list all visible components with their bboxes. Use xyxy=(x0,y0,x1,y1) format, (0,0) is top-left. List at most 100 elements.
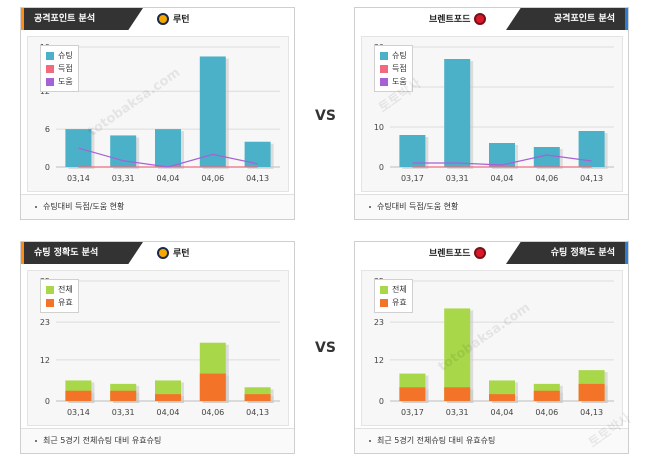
bar-전체 xyxy=(444,308,471,401)
team-badge-icon xyxy=(157,12,169,25)
legend-item: 전체 xyxy=(380,283,407,296)
bar-슈팅 xyxy=(399,135,426,167)
legend-item: 도움 xyxy=(46,75,73,88)
y-tick-label: 6 xyxy=(45,125,50,134)
legend-item: 슈팅 xyxy=(46,49,73,62)
bar-유효 xyxy=(399,387,426,401)
chart-caption: 슈팅대비 득점/도움 현황 xyxy=(355,194,628,219)
chart-caption: 최근 5경기 전체슈팅 대비 유효슈팅 xyxy=(355,428,628,453)
x-tick-label: 03,17 xyxy=(401,408,424,417)
accuracy-panel-luton: 슈팅 정확도 분석 루턴 012233503,1403,3104,0404,06… xyxy=(20,241,295,454)
panel-header: 공격포인트 분석 xyxy=(506,8,628,30)
chart-caption: 최근 5경기 전체슈팅 대비 유효슈팅 xyxy=(21,428,294,453)
x-tick-label: 04,06 xyxy=(201,408,224,417)
legend-item: 득점 xyxy=(46,62,73,75)
x-tick-label: 04,13 xyxy=(246,408,269,417)
team-name: 루턴 xyxy=(173,15,190,25)
team-name: 루턴 xyxy=(173,249,190,259)
vs-label-bottom: VS xyxy=(315,340,336,356)
bar-유효 xyxy=(489,394,515,401)
legend-item: 슈팅 xyxy=(380,49,407,62)
team-label: 브렌트포드 xyxy=(429,246,487,259)
team-badge-icon xyxy=(474,12,487,25)
x-tick-label: 03,31 xyxy=(112,174,135,183)
legend-swatch xyxy=(380,51,388,60)
y-tick-label: 0 xyxy=(379,397,384,406)
chart-caption: 슈팅대비 득점/도움 현황 xyxy=(21,194,294,219)
x-tick-label: 03,31 xyxy=(446,408,469,417)
legend-label: 득점 xyxy=(58,64,73,73)
x-tick-label: 04,06 xyxy=(535,174,558,183)
y-tick-label: 10 xyxy=(374,123,384,132)
bar-슈팅 xyxy=(533,147,560,167)
team-badge-icon xyxy=(474,246,487,259)
legend-label: 전체 xyxy=(58,285,73,294)
bar-유효 xyxy=(199,373,226,401)
bar-유효 xyxy=(533,390,560,401)
x-tick-label: 03,31 xyxy=(112,408,135,417)
bar-유효 xyxy=(444,387,471,401)
panel-header: 슈팅 정확도 분석 xyxy=(21,242,143,264)
line-도움 xyxy=(412,154,592,166)
bar-유효 xyxy=(155,394,181,401)
x-tick-label: 04,04 xyxy=(491,408,514,417)
vs-label-top: VS xyxy=(315,108,336,124)
y-tick-label: 0 xyxy=(45,397,50,406)
x-tick-label: 04,04 xyxy=(157,174,180,183)
bar-슈팅 xyxy=(578,131,605,167)
attack-panel-luton: 공격포인트 분석 루턴 06121903,1403,3104,0404,0604… xyxy=(20,7,295,220)
legend-swatch xyxy=(46,77,54,86)
team-label: 브렌트포드 xyxy=(429,12,487,25)
y-tick-label: 23 xyxy=(40,318,50,327)
x-tick-label: 04,13 xyxy=(246,174,269,183)
x-tick-label: 04,04 xyxy=(157,408,180,417)
panel-header: 공격포인트 분석 xyxy=(21,8,143,30)
x-tick-label: 04,06 xyxy=(201,174,224,183)
y-tick-label: 0 xyxy=(45,163,50,172)
y-tick-label: 23 xyxy=(374,318,384,327)
attack-panel-brentford: 공격포인트 분석 브렌트포드 010203003,1703,3104,0404,… xyxy=(354,7,629,220)
team-name: 브렌트포드 xyxy=(429,15,471,25)
legend-label: 유효 xyxy=(58,298,73,307)
bar-슈팅 xyxy=(65,129,92,167)
panel-header: 슈팅 정확도 분석 xyxy=(506,242,628,264)
legend-item: 득점 xyxy=(380,62,407,75)
legend-swatch xyxy=(380,64,388,73)
x-tick-label: 03,14 xyxy=(67,408,90,417)
bullet-icon xyxy=(35,439,37,442)
x-tick-label: 04,06 xyxy=(535,408,558,417)
legend-label: 도움 xyxy=(392,77,407,86)
team-label: 루턴 xyxy=(157,12,190,25)
x-tick-label: 04,13 xyxy=(580,174,603,183)
bar-유효 xyxy=(244,394,271,401)
caption-text: 슈팅대비 득점/도움 현황 xyxy=(377,202,459,211)
y-tick-label: 12 xyxy=(374,356,384,365)
legend-swatch xyxy=(380,285,388,294)
legend-item: 도움 xyxy=(380,75,407,88)
legend-swatch xyxy=(380,298,388,307)
bar-슈팅 xyxy=(199,56,226,167)
legend-item: 유효 xyxy=(46,296,73,309)
legend-label: 슈팅 xyxy=(392,51,407,60)
bar-유효 xyxy=(110,390,137,401)
caption-text: 슈팅대비 득점/도움 현황 xyxy=(43,202,125,211)
x-tick-label: 03,31 xyxy=(446,174,469,183)
x-tick-label: 03,14 xyxy=(67,174,90,183)
legend-label: 유효 xyxy=(392,298,407,307)
legend-label: 도움 xyxy=(58,77,73,86)
team-name: 브렌트포드 xyxy=(429,249,471,259)
y-tick-label: 12 xyxy=(40,356,50,365)
legend-swatch xyxy=(46,51,54,60)
bullet-icon xyxy=(369,439,371,442)
bar-유효 xyxy=(578,383,605,401)
legend-swatch xyxy=(46,285,54,294)
